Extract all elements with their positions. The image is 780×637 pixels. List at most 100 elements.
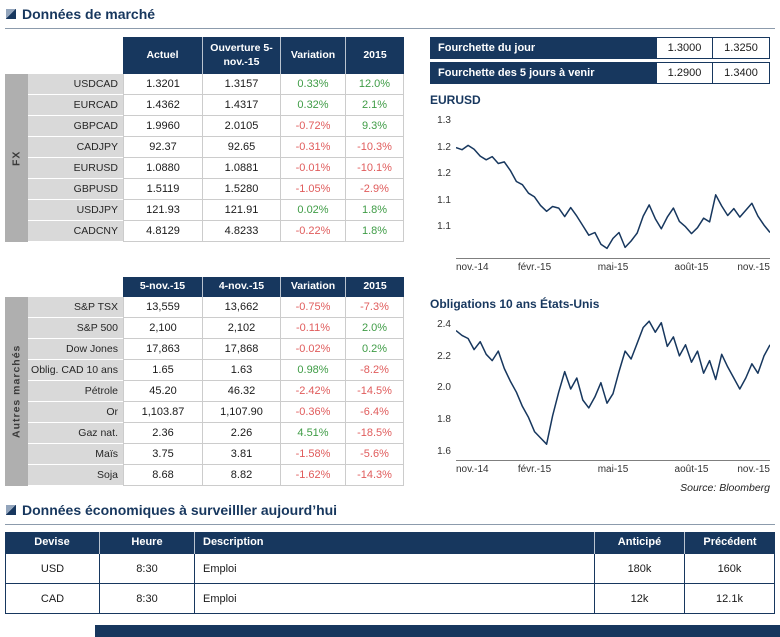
table-cell: 8.68 (123, 465, 203, 486)
row-label: Pétrole (28, 381, 123, 402)
table-cell: Emploi (195, 554, 595, 584)
x-tick-label: nov.-14 (456, 262, 489, 273)
y-tick-label: 1.8 (437, 413, 451, 425)
bonds-chart: 2.4 2.2 2.0 1.8 1.6 nov.-14 févr.-15 mai-15 aoû… (430, 318, 771, 475)
fourchette-jour-label: Fourchette du jour (430, 37, 656, 59)
eurusd-x-axis: nov.-14 févr.-15 mai-15 août-15 nov.-15 (456, 259, 770, 273)
table-row: Oblig. CAD 10 ans 1.65 1.63 0.98% -8.2% (28, 360, 404, 381)
column-header: 5-nov.-15 (123, 277, 203, 297)
table-cell: -0.01% (281, 158, 346, 179)
bonds-chart-title: Obligations 10 ans États-Unis (430, 297, 600, 311)
table-cell: USD (5, 554, 100, 584)
table-cell: -8.2% (346, 360, 404, 381)
table-cell: 17,863 (123, 339, 203, 360)
column-header: Variation (281, 277, 346, 297)
fx-table: FX Actuel Ouverture 5-nov.-15 Variation 201… (5, 37, 404, 242)
table-cell: 1.3157 (203, 74, 281, 95)
autres-marches-table: Autres marchés 5-nov.-15 4-nov.-15 Variati… (5, 277, 404, 486)
table-cell: 12.0% (346, 74, 404, 95)
row-label: EURUSD (28, 158, 123, 179)
table-row: Soja 8.68 8.82 -1.62% -14.3% (28, 465, 404, 486)
line-series (455, 320, 771, 445)
fourchette-5jours-high: 1.3400 (713, 62, 770, 84)
section-bullet-icon (6, 9, 16, 19)
table-cell: 1.4317 (203, 95, 281, 116)
table-cell: 46.32 (203, 381, 281, 402)
column-header: Actuel (123, 37, 203, 74)
table-cell: 1,107.90 (203, 402, 281, 423)
table-cell: 121.91 (203, 200, 281, 221)
table-cell: 2.1% (346, 95, 404, 116)
market-section-header: Données de marché (6, 6, 155, 22)
row-label: EURCAD (28, 95, 123, 116)
divider-top (5, 28, 775, 29)
table-cell: 92.37 (123, 137, 203, 158)
table-cell: 8:30 (100, 554, 195, 584)
autres-side-label: Autres marchés (5, 297, 28, 486)
economic-table: Devise Heure Description Anticipé Précédent U… (5, 532, 775, 614)
x-tick-label: févr.-15 (517, 262, 552, 273)
table-cell: -14.3% (346, 465, 404, 486)
y-tick-label: 1.1 (437, 221, 451, 233)
table-cell: 1.5119 (123, 179, 203, 200)
table-cell: 8:30 (100, 584, 195, 614)
row-label: USDJPY (28, 200, 123, 221)
table-cell: 3.75 (123, 444, 203, 465)
table-cell: CAD (5, 584, 100, 614)
table-cell: -14.5% (346, 381, 404, 402)
table-cell: 0.2% (346, 339, 404, 360)
column-header: Anticipé (595, 532, 685, 554)
table-cell: 1.8% (346, 221, 404, 242)
table-row: Pétrole 45.20 46.32 -2.42% -14.5% (28, 381, 404, 402)
header-row: Devise Heure Description Anticipé Précédent (5, 532, 775, 554)
table-cell: 2.26 (203, 423, 281, 444)
table-row: Dow Jones 17,863 17,868 -0.02% 0.2% (28, 339, 404, 360)
table-cell: -6.4% (346, 402, 404, 423)
x-tick-label: févr.-15 (517, 464, 552, 475)
table-row: Or 1,103.87 1,107.90 -0.36% -6.4% (28, 402, 404, 423)
bonds-y-axis: 2.4 2.2 2.0 1.8 1.6 (430, 318, 456, 461)
footer-bar (95, 625, 780, 637)
x-tick-label: nov.-14 (456, 464, 489, 475)
table-cell: 17,868 (203, 339, 281, 360)
table-cell: -0.11% (281, 318, 346, 339)
table-row: GBPUSD 1.5119 1.5280 -1.05% -2.9% (28, 179, 404, 200)
table-cell: 92.65 (203, 137, 281, 158)
table-cell: 3.81 (203, 444, 281, 465)
column-header: Heure (100, 532, 195, 554)
y-tick-label: 1.2 (437, 141, 451, 153)
table-cell: 1.0881 (203, 158, 281, 179)
table-cell: 0.98% (281, 360, 346, 381)
column-header: Devise (5, 532, 100, 554)
row-label: Gaz nat. (28, 423, 123, 444)
column-header: Ouverture 5-nov.-15 (203, 37, 281, 74)
bonds-x-axis: nov.-14 févr.-15 mai-15 août-15 nov.-15 (456, 461, 770, 475)
bonds-chart-body: 2.4 2.2 2.0 1.8 1.6 (430, 318, 771, 461)
table-cell: 1.4362 (123, 95, 203, 116)
eurusd-chart-title: EURUSD (430, 93, 481, 107)
column-header: 2015 (346, 277, 404, 297)
header-row: Actuel Ouverture 5-nov.-15 Variation 2015 (28, 37, 404, 74)
column-header: 2015 (346, 37, 404, 74)
table-cell: 13,559 (123, 297, 203, 318)
row-label: Soja (28, 465, 123, 486)
table-cell: 12k (595, 584, 685, 614)
table-cell: -0.22% (281, 221, 346, 242)
table-cell: -1.62% (281, 465, 346, 486)
table-row: USDJPY 121.93 121.91 0.02% 1.8% (28, 200, 404, 221)
table-cell: 0.33% (281, 74, 346, 95)
table-row: USDCAD 1.3201 1.3157 0.33% 12.0% (28, 74, 404, 95)
table-cell: 4.8233 (203, 221, 281, 242)
row-label: GBPCAD (28, 116, 123, 137)
fx-grid: Actuel Ouverture 5-nov.-15 Variation 2015 US… (28, 37, 404, 242)
row-label: Or (28, 402, 123, 423)
table-cell: 9.3% (346, 116, 404, 137)
table-cell: -2.42% (281, 381, 346, 402)
fourchette-jour-high: 1.3250 (713, 37, 770, 59)
row-label: Oblig. CAD 10 ans (28, 360, 123, 381)
table-cell: -10.1% (346, 158, 404, 179)
row-label: Maïs (28, 444, 123, 465)
table-cell: 4.51% (281, 423, 346, 444)
table-cell: 1.3201 (123, 74, 203, 95)
